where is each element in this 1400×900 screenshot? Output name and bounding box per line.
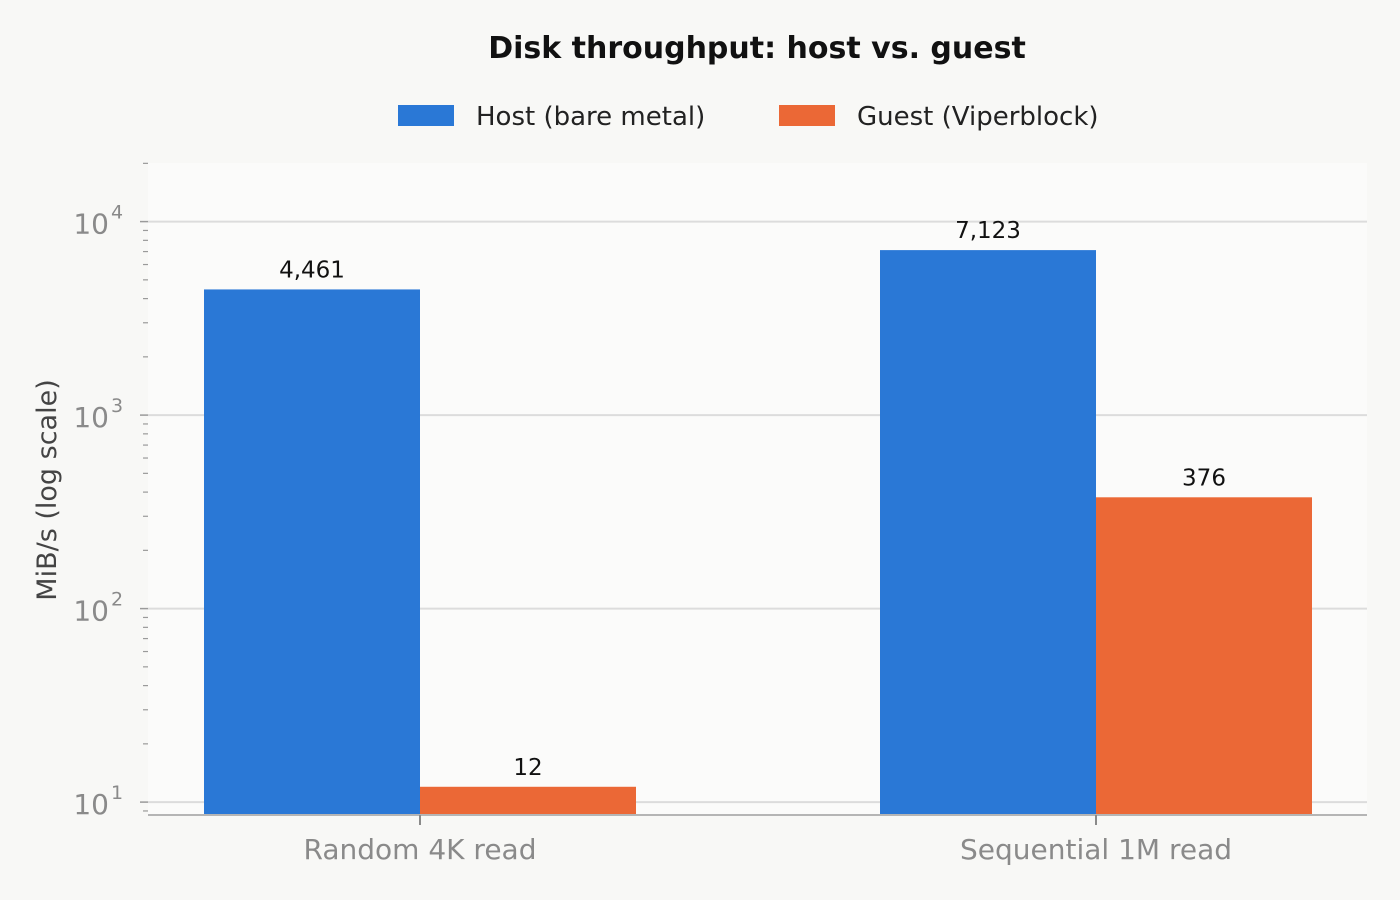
legend-label-guest: Guest (Viperblock) bbox=[857, 102, 1099, 132]
bars bbox=[204, 250, 1312, 815]
bar-guest-random-4k bbox=[420, 786, 636, 815]
bar-host-sequential-1m bbox=[880, 250, 1096, 815]
legend-label-host: Host (bare metal) bbox=[476, 102, 705, 132]
data-label: 4,461 bbox=[279, 257, 345, 283]
data-labels: 4,461 7,123 12 376 bbox=[279, 218, 1226, 781]
x-category-label: Sequential 1M read bbox=[960, 833, 1232, 866]
bar-guest-sequential-1m bbox=[1096, 497, 1312, 815]
legend-swatch-host bbox=[398, 105, 454, 126]
legend: Host (bare metal) Guest (Viperblock) bbox=[398, 102, 1099, 132]
y-tick-label: 10 bbox=[73, 595, 109, 628]
data-label: 376 bbox=[1182, 465, 1226, 491]
bar-host-random-4k bbox=[204, 289, 420, 815]
y-tick-exponent: 4 bbox=[111, 202, 123, 224]
y-tick-label: 10 bbox=[73, 401, 109, 434]
chart-title: Disk throughput: host vs. guest bbox=[488, 31, 1026, 66]
y-axis-label: MiB/s (log scale) bbox=[32, 379, 63, 600]
y-tick-exponent: 1 bbox=[111, 782, 123, 804]
x-category-label: Random 4K read bbox=[304, 833, 537, 866]
y-tick-label: 10 bbox=[73, 788, 109, 821]
x-axis-ticks: Random 4K read Sequential 1M read bbox=[304, 815, 1232, 866]
data-label: 7,123 bbox=[955, 218, 1021, 244]
data-label: 12 bbox=[513, 755, 542, 781]
y-tick-label: 10 bbox=[73, 208, 109, 241]
legend-swatch-guest bbox=[779, 105, 835, 126]
y-tick-exponent: 3 bbox=[111, 395, 123, 417]
y-tick-exponent: 2 bbox=[111, 589, 123, 611]
y-minor-ticks bbox=[143, 162, 148, 812]
